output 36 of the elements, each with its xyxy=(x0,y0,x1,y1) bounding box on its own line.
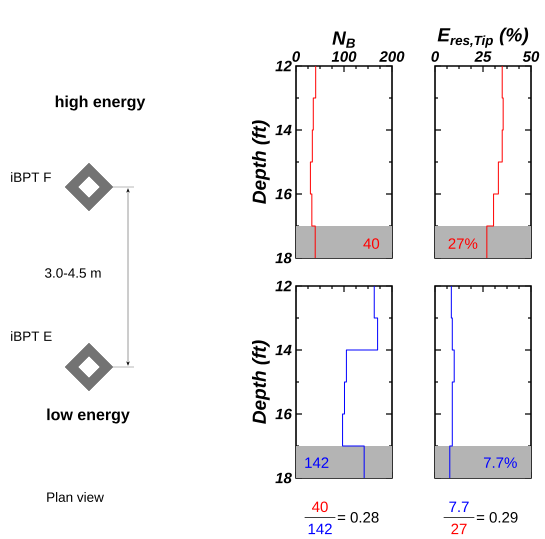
text: 27 xyxy=(451,524,467,534)
x-tick-label: 50 xyxy=(522,51,540,62)
x-axis-title: N$_{B}$ xyxy=(332,32,355,48)
y-tick-label: 16 xyxy=(275,188,292,200)
y-axis-title: Depth (ft) xyxy=(252,340,270,424)
y-tick-label: 14 xyxy=(275,344,292,356)
text: = 0.28 xyxy=(338,512,379,523)
x-tick-label: 0 xyxy=(292,51,300,62)
y-tick-label: 18 xyxy=(275,252,292,264)
x-tick-label: 25 xyxy=(474,51,492,62)
text: 7.7 xyxy=(449,502,469,512)
annotation: 7.7% xyxy=(484,457,517,468)
y-tick-label: 12 xyxy=(275,60,292,72)
line-series xyxy=(310,66,316,259)
line-series xyxy=(342,286,378,479)
text: 40 xyxy=(312,501,328,512)
x-tick-label: 0 xyxy=(431,51,440,62)
text: iBPT F xyxy=(11,172,51,182)
annotation: 142 xyxy=(305,457,328,468)
x-tick-label: 200 xyxy=(379,51,404,62)
text: low energy xyxy=(47,408,130,424)
text: high energy xyxy=(56,96,146,110)
y-tick-label: 18 xyxy=(275,472,292,484)
x-tick-label: 100 xyxy=(332,51,356,62)
y-tick-label: 14 xyxy=(275,124,292,136)
text: Plan view xyxy=(47,492,104,502)
text: 3.0-4.5 m xyxy=(45,268,101,278)
y-axis-title: Depth (ft) xyxy=(252,120,270,204)
text: iBPT E xyxy=(11,331,52,341)
y-tick-label: 16 xyxy=(275,408,292,420)
text: 142 xyxy=(308,524,332,534)
annotation: 40 xyxy=(363,238,380,249)
x-axis-title: E$_{res,Tip}$ (%) xyxy=(438,28,528,48)
y-tick-label: 12 xyxy=(275,280,292,292)
text: = 0.29 xyxy=(476,512,518,523)
annotation: 27% xyxy=(448,238,478,249)
